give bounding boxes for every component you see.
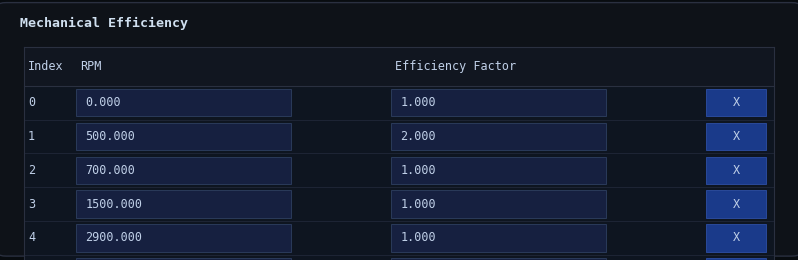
Bar	[24, 86, 774, 120]
Bar	[706, 224, 766, 252]
Text: 3: 3	[28, 198, 35, 211]
Text: 700.000: 700.000	[85, 164, 135, 177]
Bar	[24, 120, 774, 153]
Bar	[706, 123, 766, 150]
Bar	[706, 157, 766, 184]
Text: 4: 4	[28, 231, 35, 244]
Bar	[24, 255, 774, 260]
Bar	[391, 258, 606, 260]
Bar	[76, 224, 291, 252]
Text: Mechanical Efficiency: Mechanical Efficiency	[20, 17, 188, 30]
Text: X: X	[733, 164, 740, 177]
Text: RPM: RPM	[80, 60, 101, 73]
Text: Efficiency Factor: Efficiency Factor	[395, 60, 516, 73]
Bar	[76, 123, 291, 150]
Bar	[391, 157, 606, 184]
Bar	[76, 157, 291, 184]
Bar	[706, 190, 766, 218]
Text: 1.000: 1.000	[401, 198, 437, 211]
Text: 0.000: 0.000	[85, 96, 121, 109]
Text: 0: 0	[28, 96, 35, 109]
Text: X: X	[733, 198, 740, 211]
Bar	[76, 258, 291, 260]
Bar	[391, 190, 606, 218]
Text: 2900.000: 2900.000	[85, 231, 142, 244]
Text: 1500.000: 1500.000	[85, 198, 142, 211]
Text: 1: 1	[28, 130, 35, 143]
Bar	[706, 89, 766, 116]
Text: X: X	[733, 130, 740, 143]
Bar	[24, 187, 774, 221]
Text: X: X	[733, 231, 740, 244]
Bar	[24, 47, 774, 86]
Bar	[76, 89, 291, 116]
Bar	[391, 224, 606, 252]
Text: 1.000: 1.000	[401, 231, 437, 244]
Bar	[391, 123, 606, 150]
Text: X: X	[733, 96, 740, 109]
Text: 1.000: 1.000	[401, 96, 437, 109]
Bar	[76, 190, 291, 218]
Text: 2.000: 2.000	[401, 130, 437, 143]
Text: 2: 2	[28, 164, 35, 177]
Bar	[24, 153, 774, 187]
Bar	[24, 221, 774, 255]
Text: 1.000: 1.000	[401, 164, 437, 177]
Bar	[706, 258, 766, 260]
Text: Index: Index	[28, 60, 64, 73]
Text: 500.000: 500.000	[85, 130, 135, 143]
FancyBboxPatch shape	[0, 3, 798, 256]
Bar	[391, 89, 606, 116]
